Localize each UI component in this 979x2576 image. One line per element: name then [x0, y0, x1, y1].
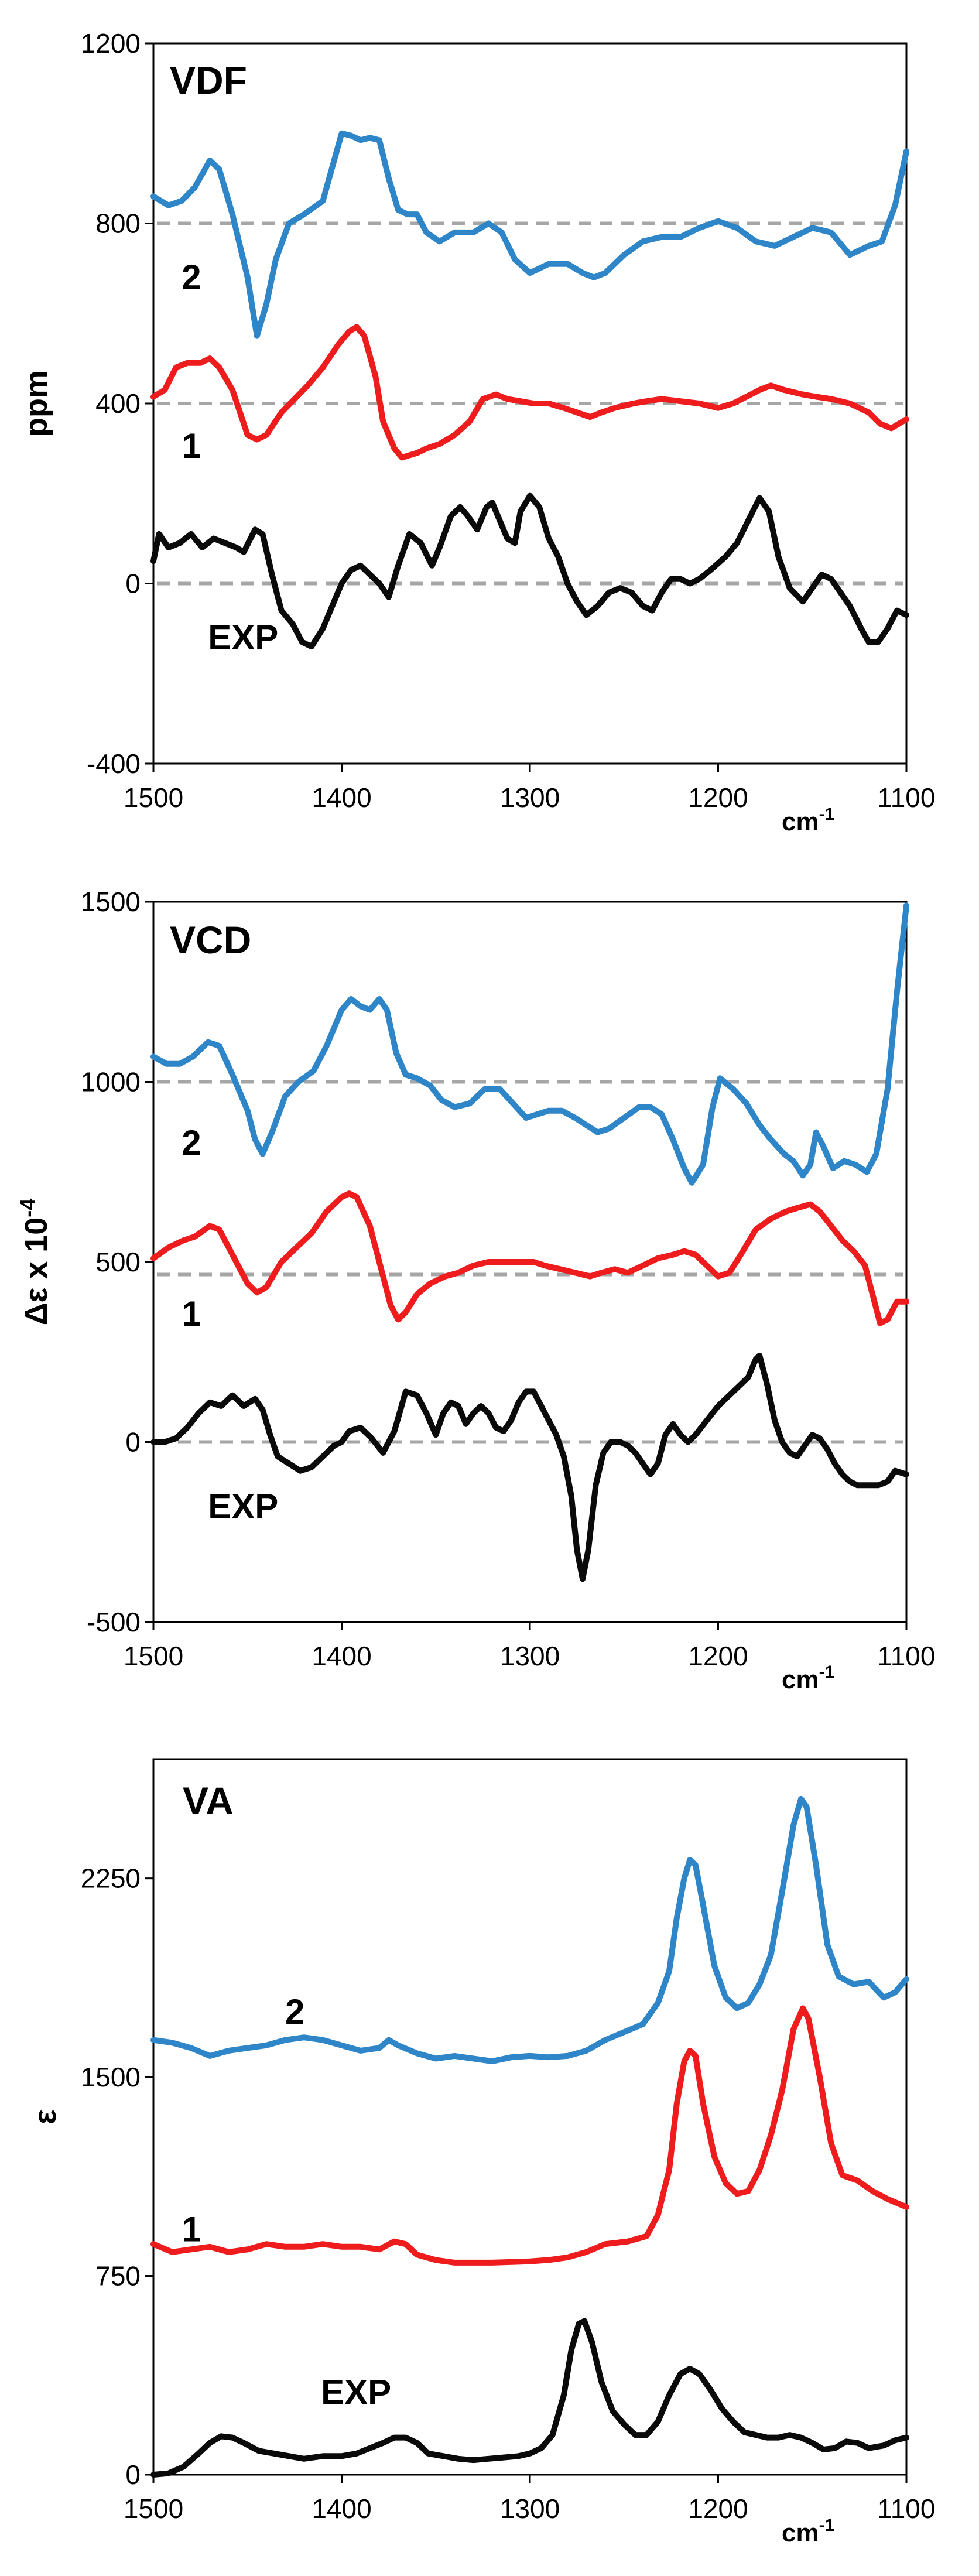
- vdf-axis-ticks: [145, 42, 908, 772]
- vdf-x-tick-label: 1500: [124, 782, 183, 813]
- vcd-x-tick-label: 1500: [124, 1641, 183, 1671]
- vdf-x-tick-label: 1300: [500, 782, 560, 813]
- vdf-y-axis-label: ppm: [19, 370, 54, 437]
- va-y-tick-label: 2250: [81, 1863, 141, 1894]
- va-y-tick-label: 1500: [81, 2062, 141, 2092]
- va-series-model-2-line: [150, 1795, 909, 2064]
- vcd-x-tick-label: 1200: [688, 1641, 748, 1671]
- va-x-unit-label: cm-1: [782, 2516, 834, 2547]
- va-series-model-1-line: [150, 2005, 909, 2266]
- va-x-tick-label: 1400: [312, 2493, 371, 2524]
- vcd-y-tick-label: -500: [87, 1607, 141, 1637]
- va-y-axis-label: ε: [28, 2109, 63, 2125]
- unit-superscript: -1: [819, 2516, 835, 2535]
- va-axis-ticks: [145, 1877, 908, 2483]
- vdf-x-tick-label: 1200: [688, 782, 748, 813]
- vcd-panel-title: VCD: [170, 918, 251, 962]
- vdf-panel-title: VDF: [170, 59, 247, 102]
- vcd-y-tick-label: 0: [125, 1427, 141, 1458]
- vcd-series-model-1-line: [150, 1190, 909, 1326]
- vdf-reference-lines: [157, 221, 903, 586]
- va-series-exp-label: EXP: [321, 2373, 391, 2412]
- vdf-panel: ppm VDF 2 1 EXP -400 0 400 800 1200 1500 1400 13…: [19, 28, 935, 836]
- va-series-model-2-label: 2: [285, 1992, 304, 2031]
- vdf-series-exp-line: [150, 492, 909, 650]
- vdf-x-tick-label: 1400: [312, 782, 371, 813]
- vcd-y-tick-labels: -500 0 500 1000 1500: [81, 887, 141, 1637]
- vcd-y-tick-label: 500: [95, 1247, 141, 1277]
- vcd-axis-ticks: [145, 901, 908, 1630]
- va-x-unit-text: cm: [782, 2519, 819, 2547]
- vdf-y-tick-label: 400: [95, 388, 141, 419]
- vcd-x-unit-text: cm: [782, 1665, 819, 1694]
- vcd-x-tick-labels: 1500 1400 1300 1200 1100: [124, 1641, 936, 1671]
- va-x-tick-label: 1200: [688, 2493, 748, 2524]
- vdf-x-unit-text: cm: [782, 808, 819, 836]
- vcd-series-exp-label: EXP: [208, 1487, 278, 1526]
- va-x-tick-labels: 1500 1400 1300 1200 1100: [124, 2493, 936, 2524]
- va-x-tick-label: 1100: [878, 2493, 936, 2524]
- va-series-group: 2 1 EXP: [150, 1795, 909, 2478]
- vcd-series-model-2-line: [150, 902, 909, 1186]
- vdf-x-tick-labels: 1500 1400 1300 1200 1100: [124, 782, 936, 813]
- va-panel-title: VA: [183, 1779, 234, 1822]
- vcd-y-axis-label: Δε x 10-4: [16, 1199, 54, 1326]
- va-x-tick-label: 1500: [124, 2493, 183, 2524]
- vdf-y-tick-label: 800: [95, 208, 141, 239]
- vdf-series-exp-label: EXP: [208, 618, 278, 657]
- vcd-x-tick-label: 1400: [312, 1641, 371, 1671]
- vdf-series-model-2-label: 2: [182, 258, 201, 297]
- vcd-series-group: 2 1 EXP: [150, 902, 909, 1582]
- va-panel: ε VA 2 1 EXP 0 750 1500 2250 1500 1400 1300 1200…: [28, 1758, 936, 2547]
- vdf-y-tick-labels: -400 0 400 800 1200: [81, 28, 141, 779]
- vcd-series-exp-line: [150, 1352, 909, 1582]
- ylabel-superscript: -4: [16, 1199, 40, 1217]
- va-series-model-1-label: 1: [182, 2209, 201, 2249]
- vcd-series-model-1-label: 1: [182, 1294, 201, 1333]
- vcd-x-unit-label: cm-1: [782, 1662, 834, 1694]
- vdf-y-tick-label: 1200: [81, 28, 141, 59]
- vcd-y-tick-label: 1000: [81, 1067, 141, 1097]
- va-y-tick-labels: 0 750 1500 2250: [81, 1863, 141, 2490]
- vcd-x-tick-label: 1300: [500, 1641, 560, 1671]
- vdf-series-group: 2 1 EXP: [150, 130, 909, 657]
- vdf-series-model-2-line: [150, 130, 909, 339]
- vdf-x-tick-label: 1100: [878, 782, 936, 813]
- unit-superscript: -1: [819, 805, 835, 824]
- va-y-tick-label: 750: [95, 2261, 141, 2291]
- vdf-y-tick-label: 0: [125, 569, 141, 599]
- vdf-series-model-1-label: 1: [182, 426, 201, 466]
- vcd-series-model-2-label: 2: [182, 1123, 201, 1162]
- va-plot-frame: [152, 1758, 908, 2476]
- vdf-y-tick-label: -400: [87, 748, 141, 779]
- vdf-x-unit-label: cm-1: [782, 805, 834, 836]
- vcd-y-tick-label: 1500: [81, 887, 141, 917]
- va-x-tick-label: 1300: [500, 2493, 560, 2524]
- va-series-exp-line: [150, 2318, 909, 2478]
- vcd-reference-lines: [157, 1080, 903, 1444]
- ylabel-base: Δε x 10: [19, 1217, 54, 1326]
- unit-superscript: -1: [819, 1662, 835, 1682]
- va-y-tick-label: 0: [125, 2459, 141, 2490]
- vdf-series-model-1-line: [150, 324, 909, 461]
- vcd-x-tick-label: 1100: [878, 1641, 936, 1671]
- vcd-panel: Δε x 10-4 VCD 2 1 EXP -500 0 500 1000 1500 150…: [16, 887, 935, 1694]
